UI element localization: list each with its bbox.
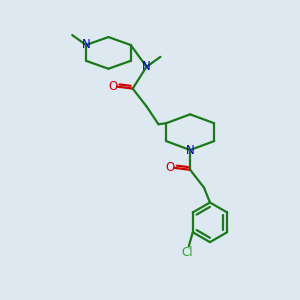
Text: N: N	[142, 60, 151, 73]
Text: O: O	[166, 161, 175, 174]
Text: N: N	[186, 143, 194, 157]
Text: Cl: Cl	[181, 245, 193, 259]
Text: N: N	[82, 38, 91, 52]
Text: O: O	[108, 80, 118, 93]
